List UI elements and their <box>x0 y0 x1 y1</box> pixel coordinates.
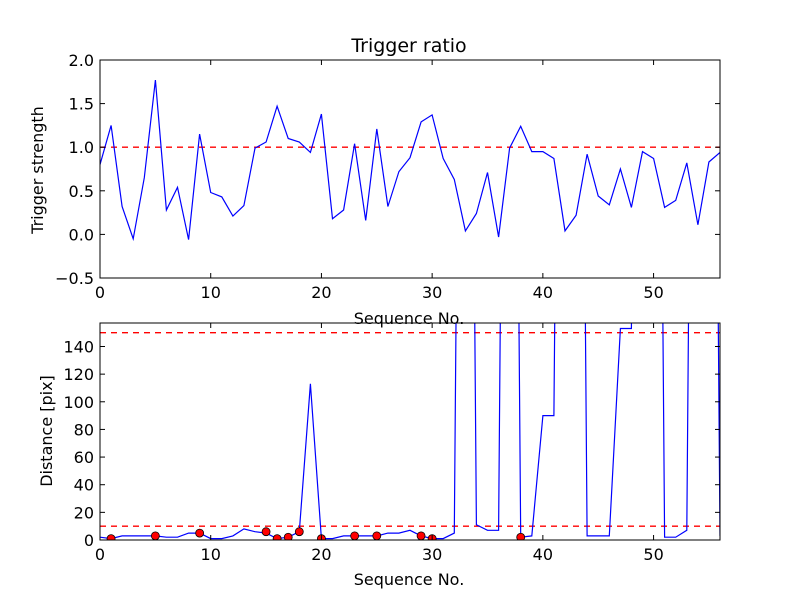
data-point <box>195 528 205 538</box>
plot-frame <box>99 322 721 541</box>
x-tick-label: 40 <box>533 545 553 564</box>
x-tick-label: 40 <box>533 283 553 302</box>
x-tick-label: 20 <box>311 545 331 564</box>
data-point <box>272 534 282 540</box>
y-axis-label: Trigger strength <box>28 106 47 235</box>
y-tick-label: 0.0 <box>69 225 94 244</box>
data-point <box>372 531 382 540</box>
data-point <box>294 527 304 537</box>
x-tick-label: 50 <box>643 545 663 564</box>
plot-area <box>100 80 720 242</box>
data-line <box>100 80 720 242</box>
y-tick-label: 40 <box>74 476 94 495</box>
y-tick-label: 60 <box>74 448 94 467</box>
y-tick-label: 2.0 <box>69 51 94 70</box>
y-tick-label: 100 <box>63 393 94 412</box>
data-point <box>106 534 116 540</box>
data-point <box>261 527 271 537</box>
plot-frame <box>99 59 721 279</box>
trigger-ratio-panel: Trigger ratio Trigger strength Sequence … <box>28 35 721 328</box>
y-axis-label: Distance [pix] <box>37 375 56 487</box>
y-tick-label: 0 <box>84 531 94 550</box>
y-tick-label: 80 <box>74 420 94 439</box>
y-tick-label: 20 <box>74 503 94 522</box>
y-tick-label: 1.5 <box>69 95 94 114</box>
x-tick-label: 10 <box>201 283 221 302</box>
x-tick-label: 0 <box>95 545 105 564</box>
x-axis-label: Sequence No. <box>354 309 465 328</box>
x-tick-label: 20 <box>311 283 331 302</box>
x-tick-label: 30 <box>422 283 442 302</box>
y-tick-label: 140 <box>63 337 94 356</box>
data-point <box>516 532 526 540</box>
y-tick-label: 120 <box>63 365 94 384</box>
distance-panel: Distance [pix] Sequence No. 0 10 20 30 40 50 0… <box>37 322 721 589</box>
data-point <box>416 531 426 540</box>
y-tick-label: 1.0 <box>69 138 94 157</box>
data-point <box>350 531 360 540</box>
x-tick-label: 0 <box>95 283 105 302</box>
data-point <box>283 532 293 540</box>
y-tick-label: 0.5 <box>69 182 94 201</box>
plot-area <box>100 323 720 540</box>
x-axis-label: Sequence No. <box>354 570 465 589</box>
data-point <box>150 531 160 540</box>
chart-title: Trigger ratio <box>350 35 466 57</box>
data-line <box>100 323 720 540</box>
y-tick-label: −0.5 <box>55 269 94 288</box>
x-tick-label: 30 <box>422 545 442 564</box>
x-tick-label: 50 <box>643 283 663 302</box>
x-tick-label: 10 <box>201 545 221 564</box>
